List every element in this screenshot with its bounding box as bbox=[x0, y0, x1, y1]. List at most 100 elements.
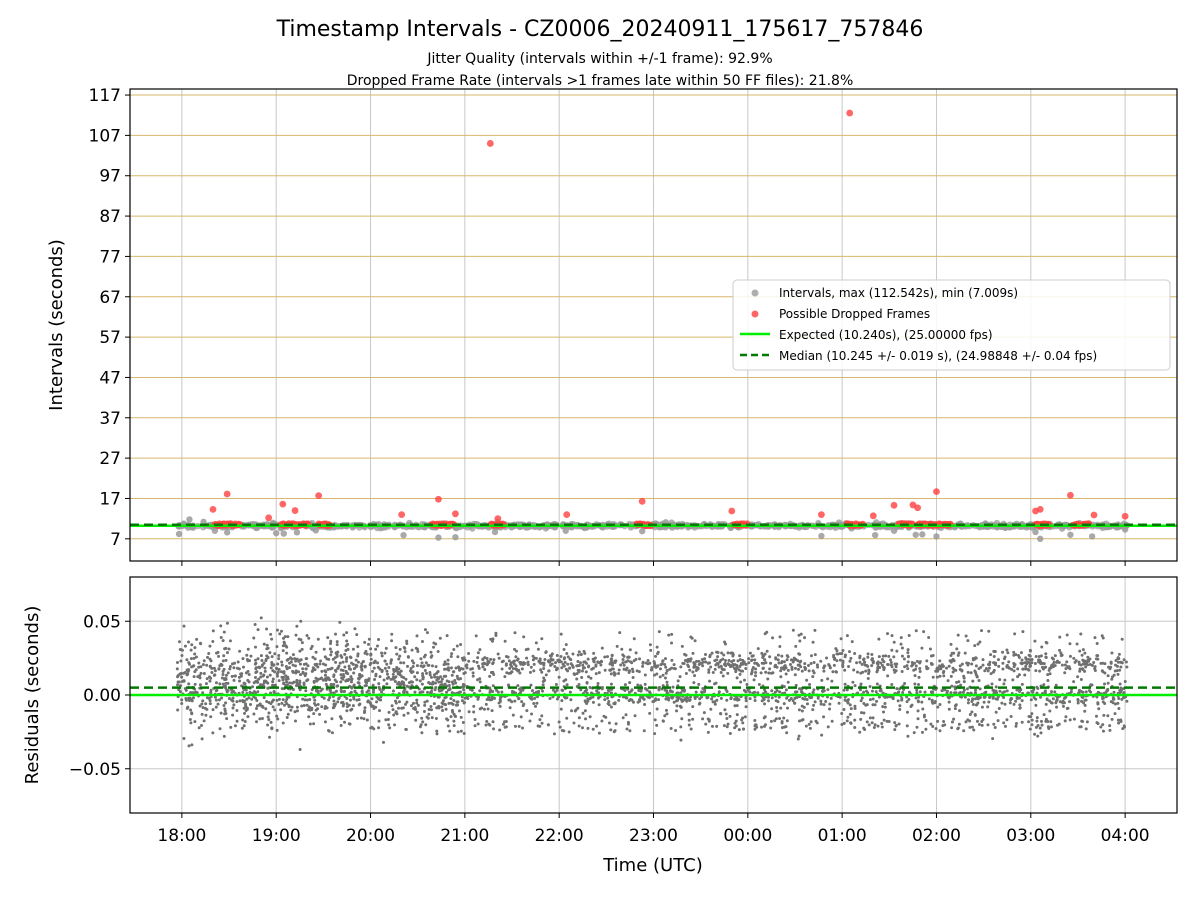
residual-point bbox=[621, 658, 625, 662]
residual-point bbox=[294, 719, 298, 723]
residual-point bbox=[621, 716, 625, 720]
residual-point bbox=[301, 667, 305, 671]
residual-point bbox=[815, 721, 819, 725]
residual-point bbox=[646, 659, 650, 663]
residual-point bbox=[731, 654, 735, 658]
residual-point bbox=[449, 697, 453, 701]
residual-point bbox=[269, 666, 273, 670]
residual-point bbox=[200, 737, 204, 741]
residual-point bbox=[329, 653, 333, 657]
residual-point bbox=[874, 690, 878, 694]
residual-point bbox=[182, 671, 186, 675]
residual-point bbox=[1096, 702, 1100, 706]
residual-point bbox=[574, 708, 578, 712]
residual-point bbox=[562, 664, 566, 668]
residual-point bbox=[609, 682, 613, 686]
residual-point bbox=[654, 654, 658, 658]
residual-point bbox=[778, 635, 782, 639]
residual-point bbox=[198, 641, 202, 645]
residual-point bbox=[526, 647, 530, 651]
residual-point bbox=[235, 719, 239, 723]
residual-point bbox=[901, 691, 905, 695]
residual-point bbox=[443, 660, 447, 664]
residual-point bbox=[1035, 716, 1039, 720]
residual-point bbox=[333, 656, 337, 660]
residual-point bbox=[785, 731, 789, 735]
dropped-frame-point-outlier bbox=[1067, 491, 1074, 499]
residual-point bbox=[369, 657, 373, 661]
residual-point bbox=[380, 651, 384, 655]
residual-point bbox=[189, 691, 193, 695]
residual-point bbox=[916, 717, 920, 721]
residual-point bbox=[661, 719, 665, 723]
residual-point bbox=[271, 677, 275, 681]
residual-point bbox=[368, 663, 372, 667]
residual-point bbox=[391, 689, 395, 693]
residual-point bbox=[954, 668, 958, 672]
residual-point bbox=[991, 737, 995, 741]
residual-point bbox=[377, 682, 381, 686]
residual-point bbox=[328, 647, 332, 651]
residual-point bbox=[656, 650, 660, 654]
residual-point bbox=[380, 654, 384, 658]
residual-point bbox=[1080, 690, 1084, 694]
residual-point bbox=[922, 715, 926, 719]
residual-point bbox=[1039, 719, 1043, 723]
residual-point bbox=[936, 705, 940, 709]
residual-point bbox=[197, 726, 201, 730]
residual-point bbox=[375, 700, 379, 704]
residual-point bbox=[751, 654, 755, 658]
residual-point bbox=[347, 722, 351, 726]
residual-point bbox=[405, 641, 409, 645]
residual-point bbox=[1114, 659, 1118, 663]
residual-point bbox=[1101, 723, 1105, 727]
residual-point bbox=[434, 685, 438, 689]
residual-point bbox=[377, 726, 381, 730]
residual-point bbox=[934, 727, 938, 731]
residual-point bbox=[894, 665, 898, 669]
residual-point bbox=[446, 658, 450, 662]
residual-point bbox=[280, 701, 284, 705]
residual-point bbox=[408, 669, 412, 673]
residual-point bbox=[500, 690, 504, 694]
residual-point bbox=[396, 670, 400, 674]
residual-point bbox=[759, 671, 763, 675]
residual-point bbox=[353, 690, 357, 694]
residual-point bbox=[658, 667, 662, 671]
residual-point bbox=[176, 708, 180, 712]
residual-point bbox=[1095, 721, 1099, 725]
residual-point bbox=[938, 659, 942, 663]
residual-point bbox=[345, 696, 349, 700]
residual-point bbox=[422, 655, 426, 659]
residual-point bbox=[312, 679, 316, 683]
residual-point bbox=[949, 642, 953, 646]
residual-point bbox=[709, 707, 713, 711]
residual-point bbox=[1099, 725, 1103, 729]
residual-point bbox=[624, 713, 628, 717]
residual-point bbox=[302, 704, 306, 708]
residual-point bbox=[994, 663, 998, 667]
residual-point bbox=[872, 725, 876, 729]
residual-point bbox=[748, 651, 752, 655]
residual-point bbox=[809, 661, 813, 665]
residual-point bbox=[612, 702, 616, 706]
residual-point bbox=[819, 702, 823, 706]
residual-point bbox=[921, 707, 925, 711]
residual-point bbox=[569, 658, 573, 662]
residual-point bbox=[337, 697, 341, 701]
residual-point bbox=[748, 697, 752, 701]
residual-point bbox=[631, 675, 635, 679]
residual-point bbox=[198, 704, 202, 708]
residual-point bbox=[217, 654, 221, 658]
residual-point bbox=[1083, 651, 1087, 655]
residual-point bbox=[671, 685, 675, 689]
residual-point bbox=[680, 644, 684, 648]
residual-point bbox=[385, 662, 389, 666]
residual-point bbox=[367, 689, 371, 693]
residual-point bbox=[900, 696, 904, 700]
residual-point bbox=[335, 640, 339, 644]
residual-point bbox=[1005, 648, 1009, 652]
residual-point bbox=[1081, 648, 1085, 652]
residual-point bbox=[1020, 720, 1024, 724]
residual-point bbox=[906, 655, 910, 659]
